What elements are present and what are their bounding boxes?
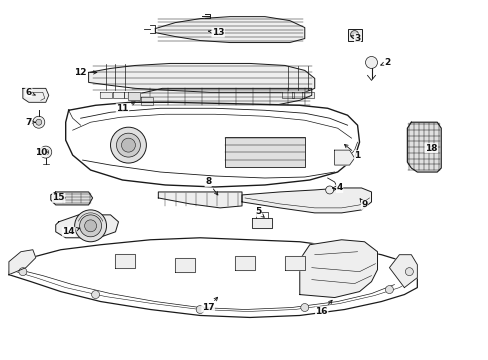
Polygon shape [235,256,254,270]
Polygon shape [251,218,271,228]
Circle shape [19,268,27,276]
Polygon shape [128,88,311,107]
Polygon shape [65,102,359,187]
Polygon shape [299,240,377,298]
Text: 17: 17 [202,297,217,312]
Text: 4: 4 [332,184,342,193]
Polygon shape [175,258,195,272]
Text: 5: 5 [254,207,264,217]
Text: 7: 7 [25,118,35,127]
Text: 10: 10 [35,148,48,157]
Polygon shape [407,122,440,172]
Text: 11: 11 [116,102,135,113]
Text: 3: 3 [350,34,360,43]
Polygon shape [9,250,36,275]
FancyBboxPatch shape [224,137,304,167]
Polygon shape [301,92,313,98]
Polygon shape [158,192,242,208]
Polygon shape [115,254,135,268]
Polygon shape [9,238,416,318]
Circle shape [196,306,203,314]
Polygon shape [88,63,314,92]
Text: 8: 8 [204,177,218,195]
Circle shape [36,119,41,125]
Polygon shape [285,256,304,270]
Circle shape [42,149,49,155]
Polygon shape [388,255,416,288]
Text: 16: 16 [315,300,331,316]
Text: 14: 14 [62,227,80,236]
Circle shape [325,186,333,194]
Polygon shape [112,92,124,98]
Circle shape [121,138,135,152]
Text: 13: 13 [208,28,224,37]
Circle shape [116,133,140,157]
Polygon shape [291,92,303,98]
Circle shape [33,116,45,128]
Circle shape [40,146,52,158]
Polygon shape [281,92,293,98]
Text: 15: 15 [52,193,65,202]
Text: 9: 9 [359,199,367,210]
Polygon shape [51,192,92,205]
Circle shape [91,291,100,298]
Polygon shape [128,92,140,100]
Circle shape [300,303,308,311]
Circle shape [405,268,412,276]
Text: 2: 2 [380,58,390,67]
FancyBboxPatch shape [347,28,361,41]
Circle shape [385,285,393,293]
Text: 1: 1 [344,144,360,159]
Circle shape [80,215,102,237]
Polygon shape [124,92,136,98]
Polygon shape [334,150,354,165]
Text: 6: 6 [26,88,35,97]
Circle shape [75,210,106,242]
Circle shape [110,127,146,163]
Text: 18: 18 [424,144,437,153]
Polygon shape [23,88,49,102]
Circle shape [84,220,96,232]
Circle shape [365,57,377,68]
Polygon shape [100,92,111,98]
Polygon shape [141,97,153,105]
Text: 12: 12 [74,68,97,77]
Polygon shape [242,188,371,213]
Polygon shape [56,215,118,238]
Polygon shape [155,17,304,42]
Circle shape [350,31,358,39]
